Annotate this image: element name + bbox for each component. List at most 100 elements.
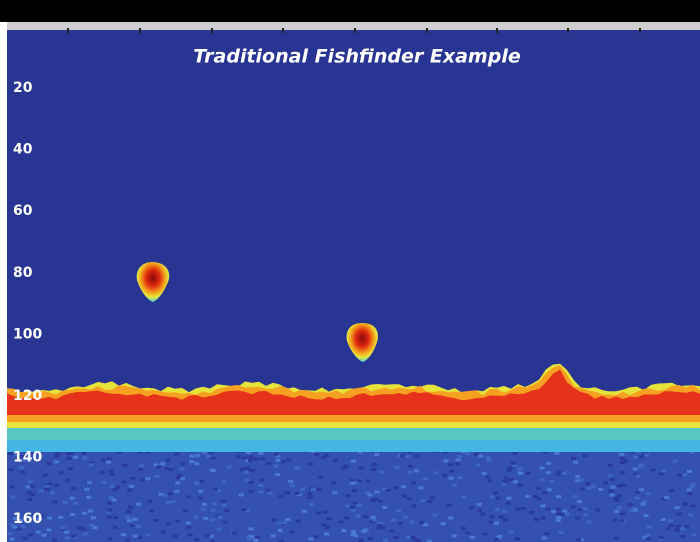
speckle [646,492,651,495]
speckle [408,465,413,468]
speckle [591,485,596,488]
speckle [239,493,244,496]
speckle [669,489,674,492]
speckle [72,535,77,538]
speckle [121,533,126,536]
speckle [205,534,210,537]
speckle [403,516,408,519]
speckle [198,497,203,500]
speckle [46,528,51,531]
speckle [470,536,475,539]
speckle [170,500,175,503]
speckle [412,538,417,541]
speckle [398,522,403,525]
speckle [545,532,550,535]
speckle [514,537,519,540]
speckle [562,510,567,513]
speckle [443,459,448,462]
speckle [480,512,485,515]
speckle [21,471,26,474]
speckle [507,497,512,500]
speckle [633,456,638,459]
speckle [285,518,290,521]
speckle [339,520,344,523]
speckle [371,516,376,519]
speckle [358,479,363,482]
speckle [364,491,369,494]
speckle [608,464,613,467]
speckle [73,456,78,459]
speckle [577,500,582,503]
speckle [363,515,368,518]
speckle [136,525,141,528]
speckle [308,463,313,466]
speckle [540,478,545,481]
speckle [629,509,634,512]
speckle [254,458,259,461]
speckle [279,495,284,498]
speckle [361,530,366,533]
speckle [380,471,385,474]
speckle [249,527,254,530]
speckle [52,500,57,503]
speckle [389,530,394,533]
speckle [394,466,399,469]
speckle [559,531,564,534]
speckle [194,516,199,519]
speckle [603,481,608,484]
speckle [586,482,591,485]
speckle [487,458,492,461]
speckle [466,452,471,455]
speckle [396,509,401,512]
speckle [314,453,319,456]
speckle [255,536,260,539]
speckle [217,516,222,519]
speckle [9,485,14,488]
speckle [405,455,410,458]
speckle [621,484,626,487]
speckle [556,508,561,511]
speckle [50,491,55,494]
speckle [352,489,357,492]
speckle [27,498,32,501]
speckle [456,459,461,462]
speckle [615,499,620,502]
speckle [249,490,254,493]
speckle [461,527,466,530]
speckle [555,452,560,455]
speckle [452,534,457,537]
speckle [323,511,328,514]
speckle [477,503,482,506]
speckle [202,503,207,506]
speckle [540,467,545,470]
speckle [186,495,191,498]
speckle [583,507,588,510]
speckle [288,480,293,483]
speckle [683,474,688,477]
speckle [511,462,516,465]
speckle [365,480,370,483]
speckle [155,475,160,478]
speckle [324,454,329,457]
speckle [371,468,376,471]
speckle [223,521,228,524]
speckle [525,495,530,498]
speckle [163,494,168,497]
speckle [414,455,419,458]
speckle [580,488,585,491]
speckle [455,462,460,465]
speckle [513,452,518,455]
speckle [449,477,454,480]
speckle [186,526,191,529]
speckle [579,478,584,481]
speckle [635,497,640,500]
speckle [168,492,173,495]
speckle [402,495,407,498]
speckle [407,498,412,501]
speckle [477,509,482,512]
speckle [610,478,615,481]
speckle [290,530,295,533]
speckle [518,484,523,487]
speckle [89,463,94,466]
speckle [675,529,680,532]
